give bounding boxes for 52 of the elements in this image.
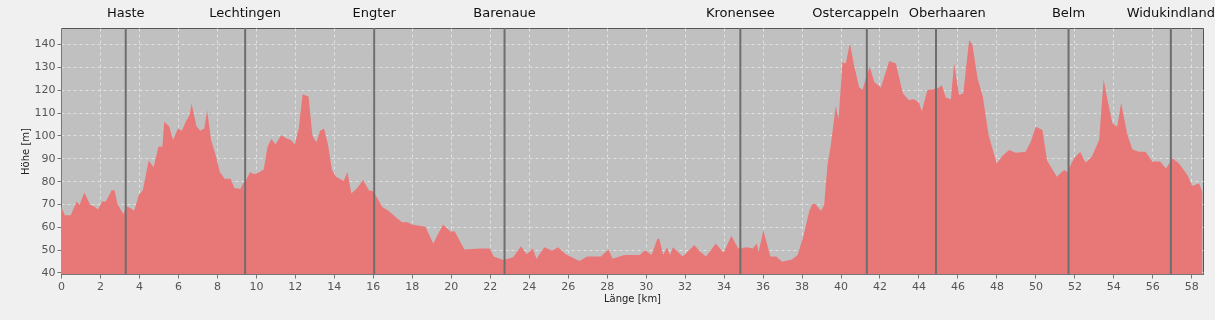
x-axis-title: Länge [km] bbox=[603, 292, 662, 304]
y-tick-label: 110 bbox=[34, 106, 56, 120]
x-tick-label: 14 bbox=[327, 279, 342, 293]
x-tick-label: 52 bbox=[1067, 279, 1082, 293]
x-tick-label: 26 bbox=[561, 279, 576, 293]
x-tick-label: 18 bbox=[405, 279, 420, 293]
ref-line-label: Barenaue bbox=[473, 5, 536, 20]
x-tick-label: 8 bbox=[213, 279, 221, 293]
x-tick-label: 10 bbox=[249, 279, 264, 293]
x-tick-label: 28 bbox=[600, 279, 615, 293]
x-tick-label: 34 bbox=[717, 279, 732, 293]
ref-line-label: Oberhaaren bbox=[908, 5, 986, 20]
x-tick-label: 56 bbox=[1145, 279, 1160, 293]
ref-line-label: Kronensee bbox=[705, 5, 775, 20]
ref-line-label: Ostercappeln bbox=[812, 5, 899, 20]
x-tick-label: 44 bbox=[911, 279, 926, 293]
x-tick-label: 48 bbox=[989, 279, 1004, 293]
y-tick-label: 90 bbox=[41, 151, 56, 165]
x-tick-label: 32 bbox=[678, 279, 693, 293]
y-tick-label: 60 bbox=[41, 220, 56, 234]
x-tick-label: 4 bbox=[135, 279, 143, 293]
ref-line-label: Lechtingen bbox=[209, 5, 282, 20]
x-tick-label: 6 bbox=[174, 279, 182, 293]
x-tick-label: 12 bbox=[288, 279, 303, 293]
x-tick-label: 54 bbox=[1106, 279, 1121, 293]
y-tick-label: 120 bbox=[34, 83, 56, 97]
y-tick-label: 80 bbox=[41, 174, 56, 188]
x-tick-label: 38 bbox=[795, 279, 810, 293]
x-tick-label: 30 bbox=[639, 279, 654, 293]
y-axis-title: Höhe [m] bbox=[19, 127, 31, 175]
y-tick-label: 100 bbox=[34, 128, 56, 142]
ref-line-label: Engter bbox=[352, 5, 397, 20]
x-tick-label: 50 bbox=[1028, 279, 1043, 293]
x-tick-label: 42 bbox=[873, 279, 887, 293]
y-tick-label: 70 bbox=[41, 197, 56, 211]
x-tick-label: 2 bbox=[96, 279, 104, 293]
x-tick-label: 16 bbox=[366, 279, 381, 293]
y-tick-label: 130 bbox=[34, 60, 56, 74]
x-tick-label: 24 bbox=[522, 279, 537, 293]
x-tick-label: 46 bbox=[950, 279, 965, 293]
ref-line-label: Belm bbox=[1051, 5, 1086, 20]
y-tick-label: 140 bbox=[34, 37, 56, 51]
x-tick-label: 36 bbox=[756, 279, 771, 293]
y-tick-label: 50 bbox=[41, 243, 56, 257]
x-tick-label: 22 bbox=[483, 279, 498, 293]
ref-line-label: Widukindland bbox=[1126, 5, 1215, 20]
x-tick-label: 20 bbox=[444, 279, 459, 293]
x-tick-label: 40 bbox=[834, 279, 849, 293]
ref-line-label: Haste bbox=[106, 5, 145, 20]
y-tick-label: 40 bbox=[41, 265, 56, 279]
x-tick-label: 58 bbox=[1184, 279, 1199, 293]
x-tick-label: 0 bbox=[58, 279, 65, 293]
